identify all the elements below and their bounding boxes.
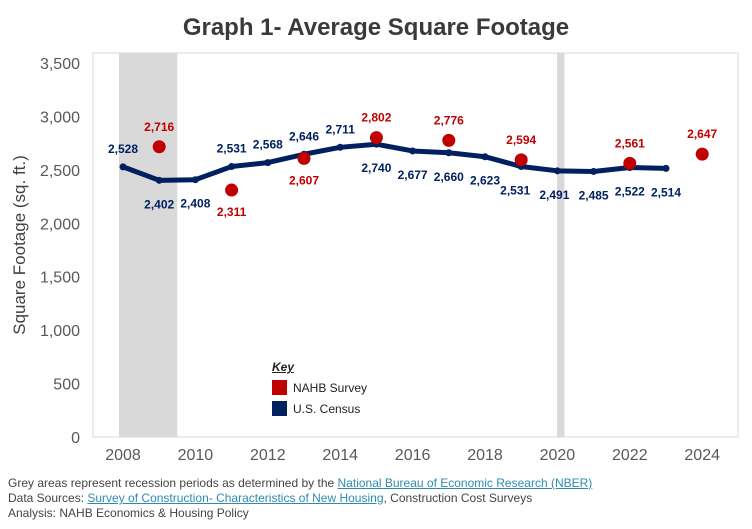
legend-item-nahb: NAHB Survey <box>272 380 367 395</box>
nahb-data-label: 2,311 <box>217 205 247 219</box>
nahb-data-label: 2,776 <box>434 113 464 127</box>
x-tick-label: 2010 <box>178 447 214 464</box>
census-series-line <box>122 141 667 183</box>
census-data-label: 2,491 <box>539 188 569 202</box>
census-data-point <box>553 167 561 175</box>
footnote-analysis-text: Analysis: NAHB Economics & Housing Polic… <box>8 506 249 520</box>
census-data-point <box>590 167 598 175</box>
census-data-label: 2,514 <box>651 185 681 199</box>
plot-area: 0 500 1,000 1,500 2,000 2,500 3,000 3,500 2008 20… <box>40 52 739 464</box>
census-data-label: 2,568 <box>253 138 283 152</box>
footnote-recession-text: Grey areas represent recession periods a… <box>8 476 338 490</box>
census-data-label: 2,646 <box>289 129 319 143</box>
census-data-label: 2,408 <box>180 197 210 211</box>
census-data-point <box>409 147 417 155</box>
chart: Graph 1- Average Square Footage Square F… <box>10 14 739 464</box>
census-data-label: 2,660 <box>434 170 464 184</box>
census-data-point <box>445 149 453 157</box>
census-data-label: 2,531 <box>217 142 247 156</box>
legend-swatch-census <box>272 401 287 416</box>
nahb-data-label: 2,647 <box>687 127 717 141</box>
nahb-data-point <box>297 151 311 165</box>
y-tick-label: 0 <box>71 430 80 447</box>
footnote-sources: Data Sources: Survey of Construction- Ch… <box>8 491 532 505</box>
census-data-label: 2,677 <box>398 168 428 182</box>
legend: Key NAHB Survey U.S. Census <box>272 360 367 416</box>
recession-band <box>119 53 178 437</box>
x-tick-label: 2024 <box>684 447 720 464</box>
y-tick-label: 2,000 <box>40 216 80 233</box>
y-tick-label: 500 <box>53 377 80 394</box>
census-data-label: 2,485 <box>579 188 609 202</box>
legend-title: Key <box>272 360 295 374</box>
footnote-sources-prefix: Data Sources: <box>8 491 88 505</box>
soc-link[interactable]: Survey of Construction- Characteristics … <box>87 491 384 505</box>
x-tick-label: 2012 <box>250 447 286 464</box>
x-tick-label: 2020 <box>540 447 576 464</box>
y-tick-label: 2,500 <box>40 163 80 180</box>
recession-band <box>557 53 565 437</box>
nahb-data-point <box>695 147 709 161</box>
x-tick-label: 2008 <box>105 447 141 464</box>
nahb-data-point <box>152 140 166 154</box>
census-data-point <box>264 159 272 167</box>
nber-link[interactable]: National Bureau of Economic Research (NB… <box>337 476 593 490</box>
footnote-analysis: Analysis: NAHB Economics & Housing Polic… <box>8 506 249 520</box>
census-data-label: 2,740 <box>361 161 391 175</box>
nahb-data-point <box>225 183 239 197</box>
y-axis-label: Square Footage (sq. ft.) <box>10 155 29 335</box>
nahb-data-label: 2,594 <box>506 133 536 147</box>
nahb-data-label: 2,802 <box>361 111 391 125</box>
census-data-point <box>336 143 344 151</box>
census-data-label: 2,522 <box>615 185 645 199</box>
legend-swatch-nahb <box>272 380 287 395</box>
nahb-data-point <box>442 133 456 147</box>
census-data-label: 2,711 <box>326 122 356 136</box>
x-tick-label: 2014 <box>322 447 358 464</box>
census-data-label: 2,623 <box>470 174 500 188</box>
census-data-label: 2,402 <box>144 197 174 211</box>
legend-label-census: U.S. Census <box>293 401 361 416</box>
y-tick-label: 3,000 <box>40 109 80 126</box>
x-tick-label: 2018 <box>467 447 503 464</box>
census-data-label: 2,531 <box>500 184 530 198</box>
census-data-point <box>662 164 670 172</box>
census-data-point <box>119 163 127 171</box>
plot-frame <box>92 52 739 438</box>
census-data-point <box>155 176 163 184</box>
x-tick-label: 2022 <box>612 447 648 464</box>
nahb-data-label: 2,607 <box>289 173 319 187</box>
census-data-point <box>228 163 236 171</box>
nahb-data-label: 2,561 <box>615 136 645 150</box>
census-data-point <box>191 176 199 184</box>
chart-title: Graph 1- Average Square Footage <box>183 14 569 41</box>
footnote-recession: Grey areas represent recession periods a… <box>8 476 592 490</box>
footnote-sources-suffix: , Construction Cost Surveys <box>383 491 533 505</box>
y-tick-label: 3,500 <box>40 56 80 73</box>
census-data-label: 2,528 <box>108 142 138 156</box>
legend-label-nahb: NAHB Survey <box>293 380 368 395</box>
nahb-data-point <box>514 153 528 167</box>
nahb-data-label: 2,716 <box>144 120 174 134</box>
y-tick-label: 1,000 <box>40 323 80 340</box>
x-tick-label: 2016 <box>395 447 431 464</box>
y-tick-label: 1,500 <box>40 270 80 287</box>
census-data-point <box>481 153 489 161</box>
legend-item-census: U.S. Census <box>272 401 367 416</box>
nahb-data-point <box>623 156 637 170</box>
nahb-data-point <box>369 131 383 145</box>
